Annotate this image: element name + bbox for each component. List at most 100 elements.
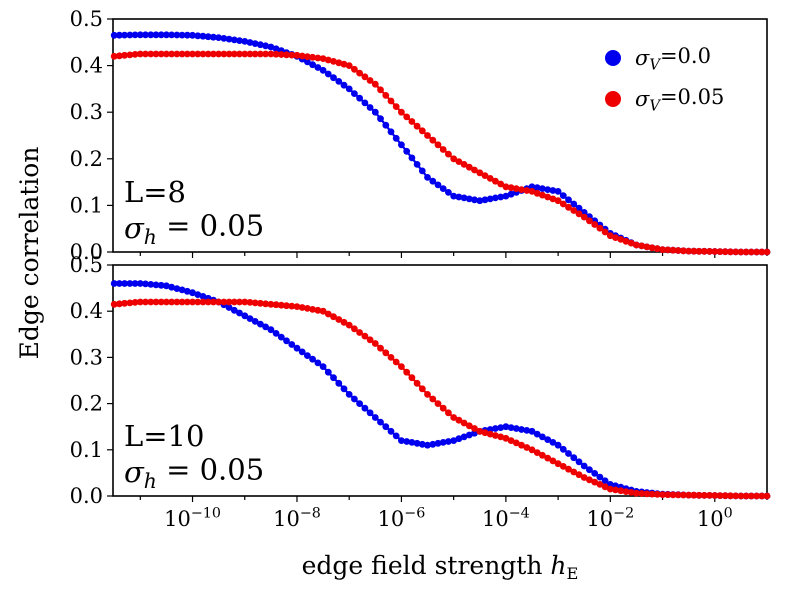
data-point: [126, 299, 134, 307]
data-point: [565, 196, 572, 204]
data-point: [580, 209, 588, 216]
data-point: [298, 304, 306, 311]
data-point: [131, 31, 139, 39]
data-point: [559, 445, 567, 453]
data-point: [324, 310, 332, 318]
bottom-panel: 0.0 0.1 0.2 0.3 0.4 0.5 10−10 10−8 10−6 10−4 10−2 1…: [70, 253, 771, 531]
data-point: [424, 441, 431, 449]
data-point: [471, 429, 478, 437]
data-point: [398, 363, 405, 370]
data-point: [283, 51, 290, 59]
data-point: [163, 31, 170, 39]
data-point: [450, 192, 458, 200]
data-point: [502, 423, 510, 431]
series-1: [110, 50, 771, 256]
data-point: [335, 59, 343, 67]
data-point: [246, 315, 254, 322]
data-point: [565, 450, 572, 457]
data-point: [544, 186, 552, 194]
data-point: [528, 188, 536, 195]
data-point: [586, 466, 593, 474]
data-point: [633, 489, 640, 497]
data-point: [706, 248, 713, 255]
data-point: [319, 55, 327, 62]
data-point: [178, 286, 186, 294]
data-point: [220, 35, 228, 42]
y-tick-label: 0.2: [70, 392, 103, 416]
data-point: [267, 43, 275, 51]
data-point: [465, 195, 473, 203]
data-point: [189, 31, 196, 39]
data-point: [319, 307, 327, 315]
data-point: [549, 187, 557, 194]
data-point: [763, 248, 771, 256]
data-point: [241, 38, 249, 45]
data-point: [727, 492, 734, 500]
data-point: [121, 31, 128, 39]
data-point: [742, 492, 750, 500]
x-axis-title: edge field strength hE: [302, 551, 579, 583]
data-point: [434, 400, 442, 407]
data-point: [559, 192, 567, 200]
data-point: [700, 492, 708, 499]
data-point: [591, 221, 599, 228]
data-point: [246, 50, 254, 58]
data-point: [382, 92, 390, 99]
data-point: [580, 474, 588, 481]
data-point: [648, 490, 656, 498]
data-point: [267, 50, 275, 58]
data-point: [492, 425, 499, 432]
data-point: [685, 247, 693, 255]
data-point: [199, 293, 207, 300]
data-point: [387, 97, 395, 105]
data-point: [413, 122, 421, 130]
data-point: [387, 427, 395, 435]
data-point: [434, 439, 442, 447]
data-point: [758, 248, 766, 256]
data-point: [257, 320, 264, 328]
data-point: [163, 50, 170, 58]
data-point: [575, 210, 583, 218]
annotation-sigma-label: σh = 0.05: [124, 452, 264, 493]
annotation-size-label: L=10: [124, 419, 204, 453]
data-point: [220, 50, 228, 58]
data-point: [512, 185, 520, 193]
data-point: [121, 51, 128, 59]
data-point: [283, 302, 290, 310]
data-point: [497, 193, 505, 201]
data-point: [523, 187, 531, 194]
data-point: [168, 50, 176, 58]
data-point: [471, 425, 478, 432]
data-point: [721, 492, 729, 500]
data-point: [622, 488, 630, 495]
data-point: [518, 426, 525, 433]
data-point: [617, 236, 625, 243]
data-point: [408, 439, 416, 446]
y-tick-label: 0.1: [70, 438, 103, 462]
data-point: [408, 374, 416, 382]
data-point: [747, 248, 755, 256]
x-tick-label: 10−8: [273, 505, 321, 531]
data-point: [189, 289, 196, 297]
x-axis-title-text: edge field strength hE: [302, 551, 579, 583]
data-point: [173, 298, 181, 306]
data-point: [356, 329, 363, 336]
data-point: [277, 333, 285, 341]
data-point: [173, 50, 181, 58]
data-point: [429, 395, 437, 403]
data-point: [612, 486, 619, 494]
data-point: [361, 73, 369, 81]
x-tick-label: 100: [697, 505, 733, 531]
data-point: [272, 301, 280, 309]
data-point: [502, 183, 510, 191]
data-point: [737, 248, 745, 256]
data-point: [298, 52, 306, 60]
data-point: [262, 300, 269, 308]
y-tick-label: 0.3: [70, 345, 103, 369]
data-point: [747, 492, 755, 500]
data-point: [183, 50, 191, 58]
data-point: [690, 491, 698, 499]
data-point: [277, 51, 285, 58]
data-point: [136, 31, 144, 39]
data-point: [356, 69, 363, 77]
